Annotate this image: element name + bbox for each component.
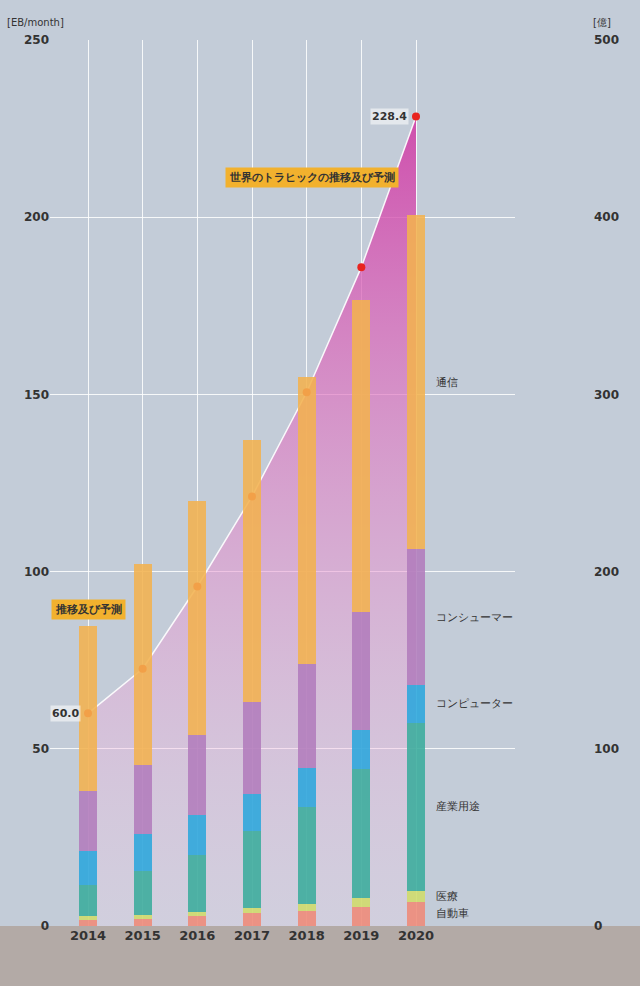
svg-text:0: 0 xyxy=(594,919,602,933)
svg-text:2019: 2019 xyxy=(343,928,379,943)
svg-text:推移及び予測: 推移及び予測 xyxy=(55,603,122,616)
svg-text:2014: 2014 xyxy=(70,928,106,943)
svg-text:500: 500 xyxy=(594,33,619,47)
svg-text:300: 300 xyxy=(594,388,619,402)
svg-text:通信: 通信 xyxy=(436,376,458,389)
svg-text:100: 100 xyxy=(594,742,619,756)
svg-text:[億]: [億] xyxy=(593,17,611,28)
svg-text:2016: 2016 xyxy=(179,928,215,943)
svg-text:産業用途: 産業用途 xyxy=(436,800,480,813)
svg-text:コンピューター: コンピューター xyxy=(436,697,513,710)
svg-text:医療: 医療 xyxy=(436,890,458,903)
svg-text:60.0: 60.0 xyxy=(52,707,79,720)
svg-text:200: 200 xyxy=(594,565,619,579)
svg-text:自動車: 自動車 xyxy=(436,907,469,920)
svg-text:0: 0 xyxy=(41,919,49,933)
svg-text:100: 100 xyxy=(24,565,49,579)
svg-text:250: 250 xyxy=(24,33,49,47)
svg-text:コンシューマー: コンシューマー xyxy=(436,611,513,624)
svg-text:2017: 2017 xyxy=(234,928,270,943)
svg-text:2015: 2015 xyxy=(125,928,161,943)
svg-text:[EB/month]: [EB/month] xyxy=(7,17,64,28)
svg-text:228.4: 228.4 xyxy=(372,110,407,123)
svg-text:150: 150 xyxy=(24,388,49,402)
svg-text:200: 200 xyxy=(24,210,49,224)
svg-text:世界のトラヒックの推移及び予測: 世界のトラヒックの推移及び予測 xyxy=(229,171,395,184)
svg-text:2018: 2018 xyxy=(289,928,325,943)
svg-text:400: 400 xyxy=(594,210,619,224)
svg-text:2020: 2020 xyxy=(398,928,434,943)
svg-text:50: 50 xyxy=(32,742,49,756)
